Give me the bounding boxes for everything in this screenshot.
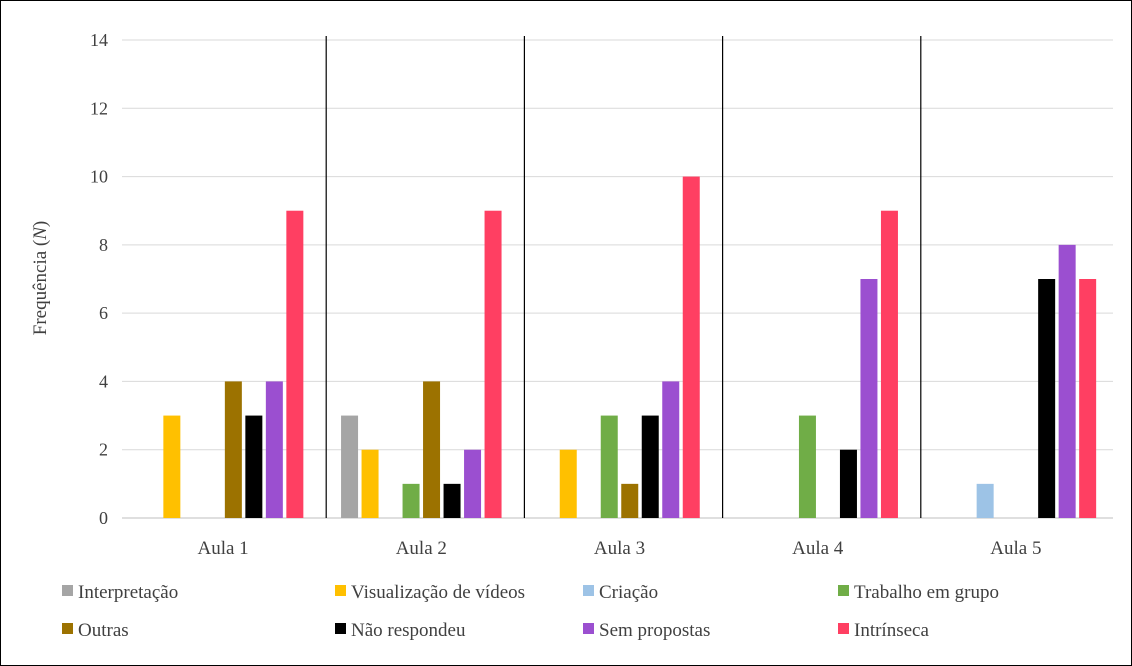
x-tick-label: Aula 2	[396, 538, 447, 559]
legend-label: Sem propostas	[599, 620, 710, 641]
legend-swatch	[838, 623, 849, 634]
y-tick-label: 14	[90, 30, 108, 50]
bar	[880, 210, 898, 518]
y-axis-label-prefix: Frequência (	[30, 240, 51, 335]
bar	[464, 449, 482, 518]
bar	[265, 381, 283, 518]
bar	[621, 483, 639, 518]
legend-swatch	[583, 585, 594, 596]
bar	[341, 415, 359, 518]
bar	[402, 483, 420, 518]
bar	[662, 381, 680, 518]
legend: Interpretação Visualização de vídeos Criaç…	[62, 582, 999, 641]
y-axis-ticks: 0 2 4 6 8 10 12 14	[90, 30, 108, 528]
legend-label: Intrínseca	[854, 620, 929, 641]
bar	[860, 279, 878, 518]
y-tick-label: 2	[99, 440, 108, 460]
x-tick-label: Aula 4	[792, 538, 844, 559]
y-tick-label: 12	[90, 98, 108, 118]
bar	[163, 415, 181, 518]
bar	[600, 415, 618, 518]
legend-label: Criação	[599, 582, 658, 603]
bar	[245, 415, 263, 518]
bar	[1058, 244, 1076, 518]
category-separators	[325, 36, 922, 518]
legend-swatch	[62, 585, 73, 596]
legend-swatch	[62, 623, 73, 634]
y-axis-label-suffix: )	[30, 221, 51, 227]
x-tick-label: Aula 5	[990, 538, 1041, 559]
legend-swatch	[335, 623, 346, 634]
bar	[224, 381, 242, 518]
bar	[443, 483, 461, 518]
legend-label: Não respondeu	[351, 620, 466, 641]
legend-swatch	[838, 585, 849, 596]
y-tick-label: 10	[90, 167, 108, 187]
bar	[361, 449, 379, 518]
x-axis-ticks: Aula 1 Aula 2 Aula 3 Aula 4 Aula 5	[198, 538, 1042, 559]
bar	[1079, 279, 1097, 518]
x-tick-label: Aula 3	[594, 538, 645, 559]
bar	[484, 210, 502, 518]
y-axis-label-variable: N	[30, 226, 51, 241]
bar	[423, 381, 441, 518]
legend-label: Visualização de vídeos	[351, 582, 525, 603]
legend-label: Trabalho em grupo	[854, 582, 999, 603]
bar	[839, 449, 857, 518]
bar	[1038, 279, 1056, 518]
bar	[976, 483, 994, 518]
y-tick-label: 6	[99, 303, 108, 323]
legend-swatch	[335, 585, 346, 596]
y-tick-label: 4	[99, 371, 108, 391]
x-tick-label: Aula 1	[198, 538, 249, 559]
legend-label: Outras	[78, 620, 129, 641]
bars	[163, 176, 1097, 519]
y-tick-label: 8	[99, 235, 108, 255]
bar	[798, 415, 816, 518]
bar	[559, 449, 577, 518]
bar	[286, 210, 304, 518]
y-axis-label: Frequência (N)	[30, 221, 51, 336]
legend-swatch	[583, 623, 594, 634]
bar	[641, 415, 659, 518]
bar	[682, 176, 700, 519]
y-tick-label: 0	[99, 508, 108, 528]
legend-label: Interpretação	[78, 582, 178, 603]
